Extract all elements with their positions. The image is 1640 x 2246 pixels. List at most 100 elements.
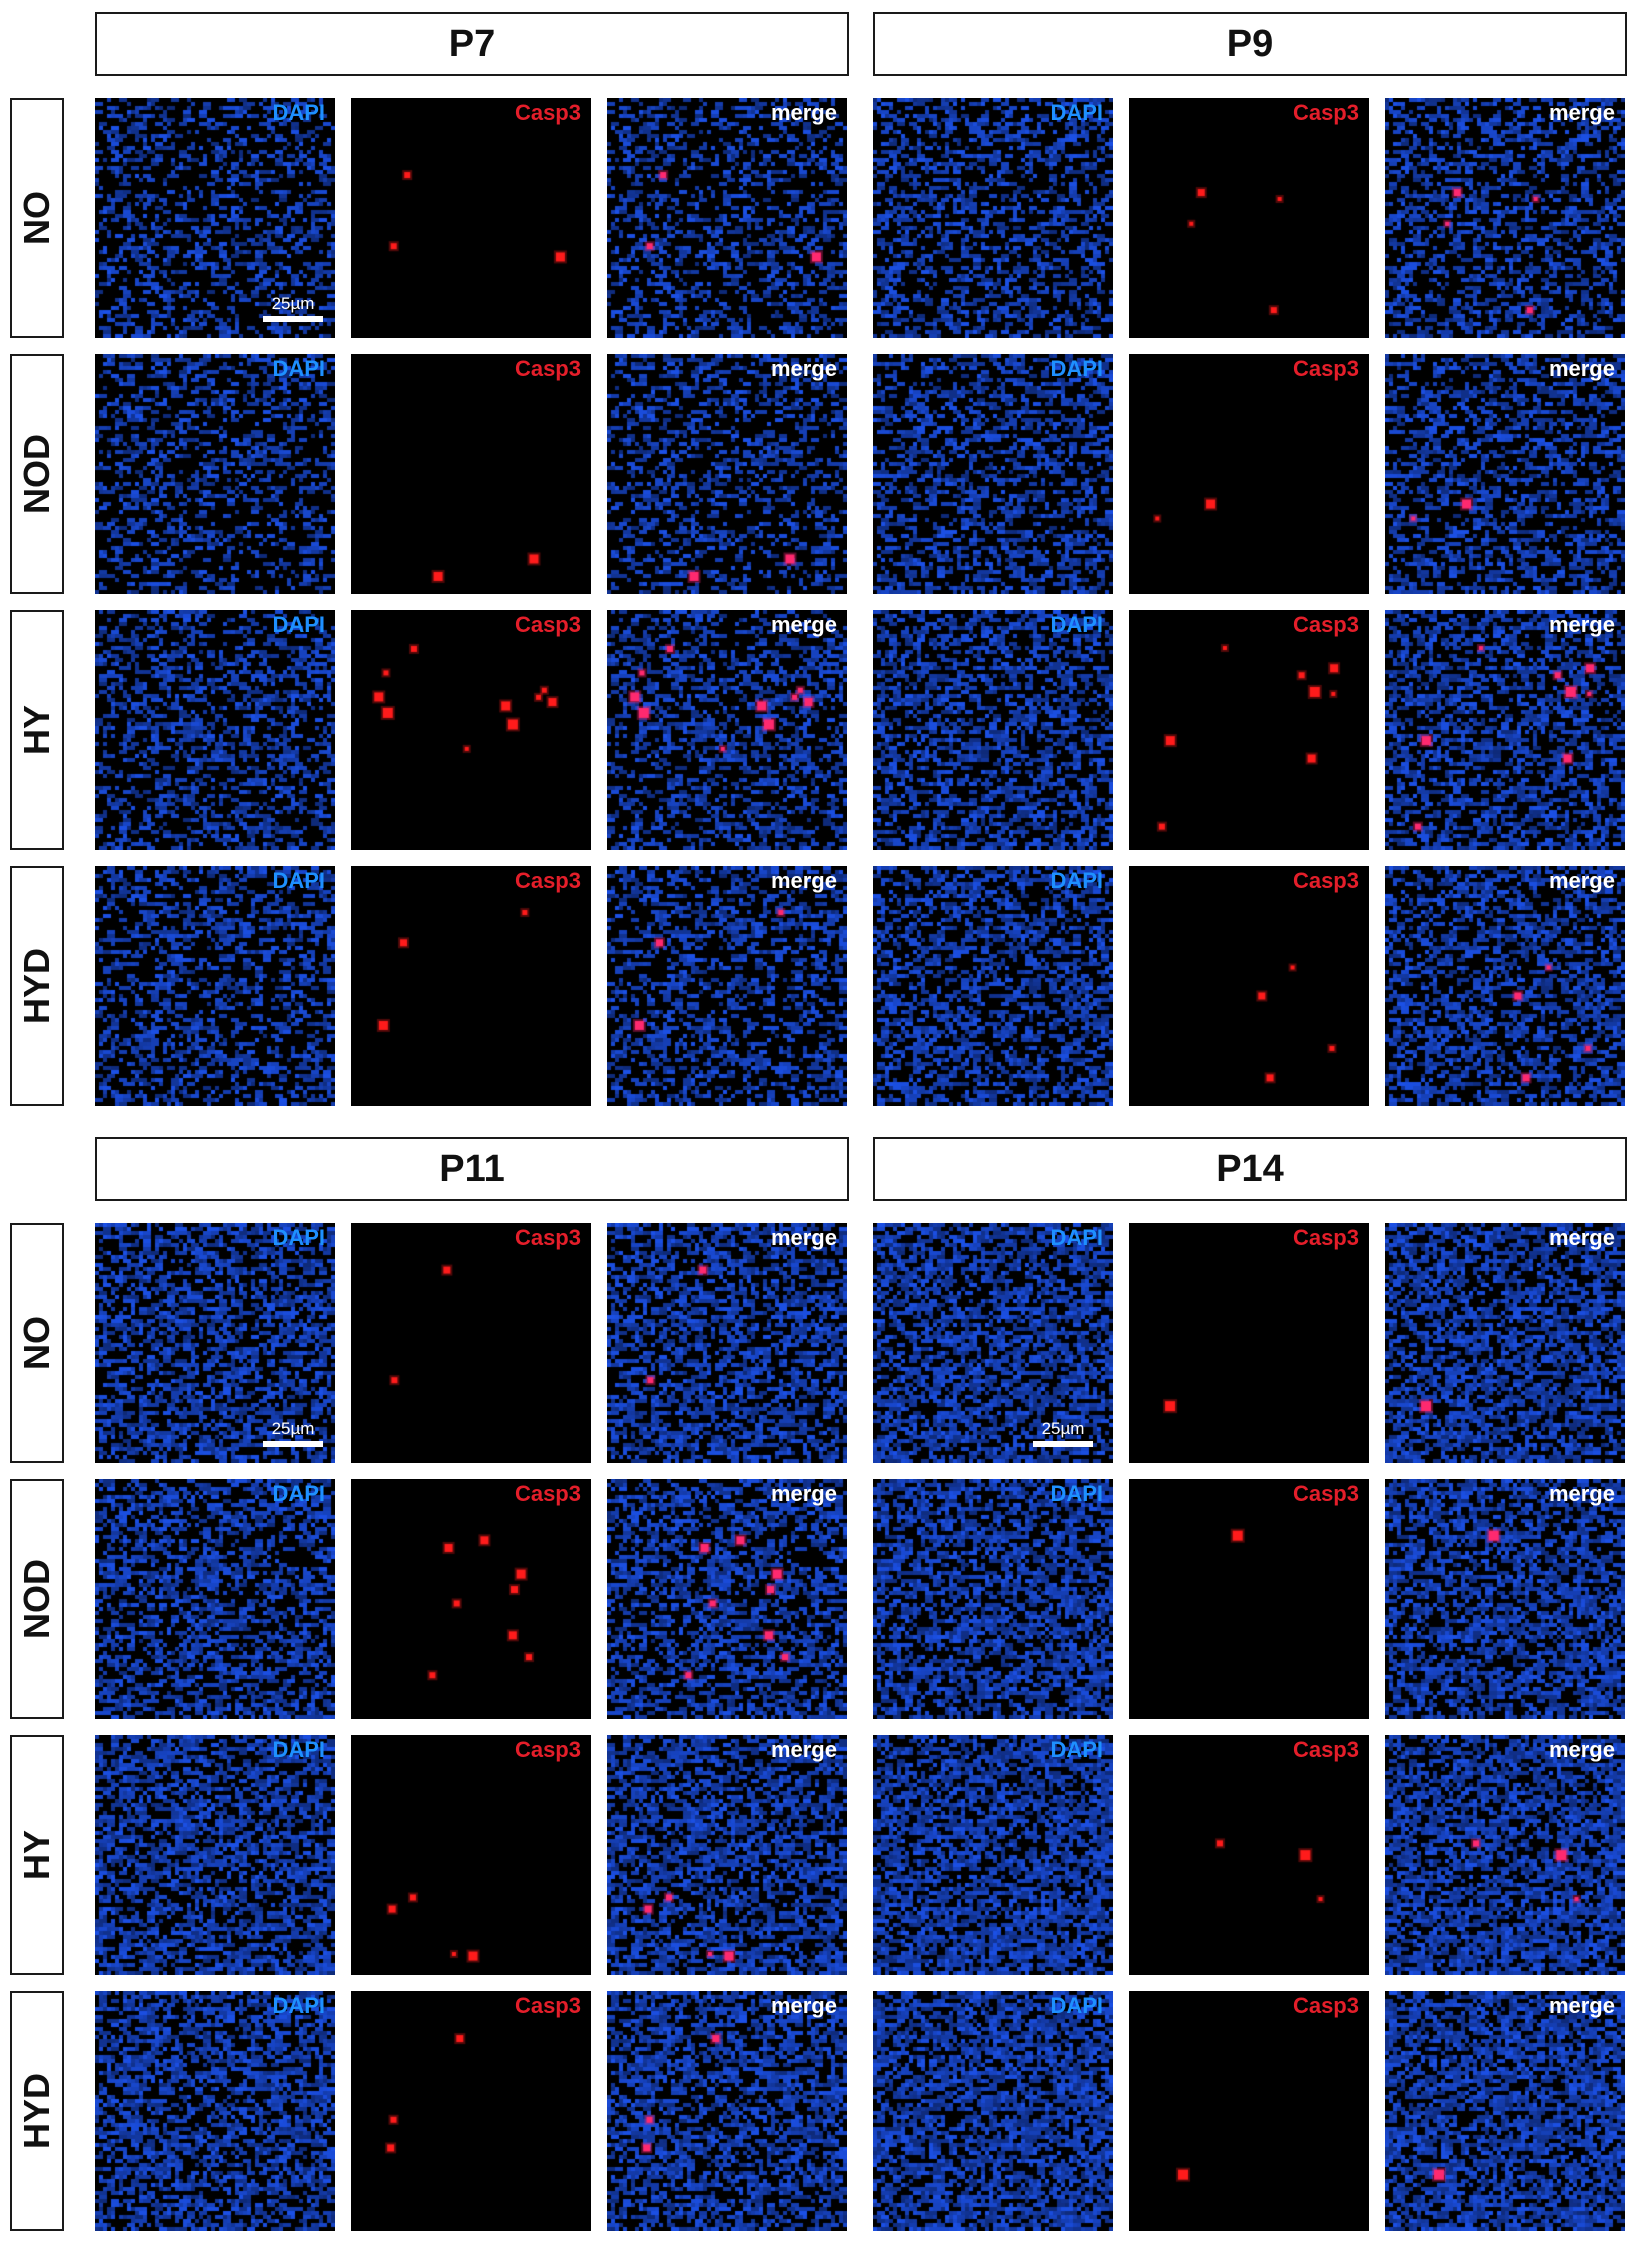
channel-label-casp3: Casp3 (1292, 100, 1359, 125)
micrograph-image (873, 1735, 1113, 1975)
condition-label-hy: HY (10, 610, 64, 850)
micrograph-p7-nod-casp3: Casp3 (351, 354, 591, 594)
micrograph-p14-hyd-merge: merge (1385, 1991, 1625, 2231)
micrograph-image (1385, 610, 1625, 850)
micrograph-p11-hyd-casp3: Casp3 (351, 1991, 591, 2231)
micrograph-p9-nod-casp3: Casp3 (1129, 354, 1369, 594)
micrograph-image (1385, 1479, 1625, 1719)
micrograph-image (1385, 98, 1625, 338)
channel-label-casp3: Casp3 (514, 356, 581, 381)
channel-label-dapi: DAPI (1050, 1481, 1103, 1506)
channel-label-merge: merge (1548, 1993, 1615, 2018)
micrograph-image (95, 98, 335, 338)
micrograph-p9-no-casp3: Casp3 (1129, 98, 1369, 338)
channel-label-casp3: Casp3 (514, 612, 581, 637)
micrograph-image (607, 354, 847, 594)
channel-label-dapi: DAPI (1050, 1737, 1103, 1762)
micrograph-p9-hyd-casp3: Casp3 (1129, 866, 1369, 1106)
micrograph-p9-no-dapi: DAPI (873, 98, 1113, 338)
condition-label-text: HY (16, 704, 57, 756)
scale-bar (263, 316, 323, 322)
micrograph-image (351, 354, 591, 594)
channel-label-dapi: DAPI (1050, 1993, 1103, 2018)
micrograph-image (873, 1223, 1113, 1463)
micrograph-image (607, 1991, 847, 2231)
channel-label-dapi: DAPI (272, 868, 325, 893)
micrograph-p11-no-casp3: Casp3 (351, 1223, 591, 1463)
micrograph-image (873, 354, 1113, 594)
micrograph-p9-hy-casp3: Casp3 (1129, 610, 1369, 850)
channel-label-casp3: Casp3 (1292, 1737, 1359, 1762)
channel-label-merge: merge (1548, 612, 1615, 637)
micrograph-image (1129, 98, 1369, 338)
condition-label-text: NOD (16, 1559, 57, 1639)
micrograph-image (1129, 610, 1369, 850)
time-point-header-p14: P14 (873, 1137, 1627, 1201)
micrograph-image (607, 1223, 847, 1463)
channel-label-dapi: DAPI (272, 1737, 325, 1762)
channel-label-dapi: DAPI (1050, 356, 1103, 381)
micrograph-p14-no-merge: merge (1385, 1223, 1625, 1463)
micrograph-p7-no-merge: merge (607, 98, 847, 338)
micrograph-p7-hyd-dapi: DAPI (95, 866, 335, 1106)
channel-label-merge: merge (770, 1481, 837, 1506)
micrograph-p7-nod-merge: merge (607, 354, 847, 594)
micrograph-p9-hyd-dapi: DAPI (873, 866, 1113, 1106)
channel-label-merge: merge (1548, 100, 1615, 125)
channel-label-casp3: Casp3 (1292, 1481, 1359, 1506)
condition-label-nod: NOD (10, 354, 64, 594)
micrograph-image (351, 98, 591, 338)
channel-label-dapi: DAPI (272, 1225, 325, 1250)
micrograph-p11-nod-dapi: DAPI (95, 1479, 335, 1719)
condition-label-text: HYD (16, 2072, 57, 2150)
condition-label-no: NO (10, 1223, 64, 1463)
scale-bar (1033, 1441, 1093, 1447)
micrograph-image (95, 1479, 335, 1719)
micrograph-p9-hy-dapi: DAPI (873, 610, 1113, 850)
condition-label-text: NOD (16, 434, 57, 514)
condition-label-hy: HY (10, 1735, 64, 1975)
micrograph-image (1385, 1223, 1625, 1463)
micrograph-image (95, 1735, 335, 1975)
channel-label-merge: merge (770, 100, 837, 125)
micrograph-p11-no-dapi: DAPI 25µm (95, 1223, 335, 1463)
condition-label-text: NO (16, 1316, 57, 1370)
micrograph-image (1129, 1223, 1369, 1463)
channel-label-casp3: Casp3 (1292, 612, 1359, 637)
channel-label-merge: merge (1548, 1225, 1615, 1250)
time-point-header-p9: P9 (873, 12, 1627, 76)
channel-label-merge: merge (770, 356, 837, 381)
micrograph-p14-nod-dapi: DAPI (873, 1479, 1113, 1719)
condition-label-no: NO (10, 98, 64, 338)
scale-bar-label: 25µm (271, 1419, 315, 1438)
micrograph-p14-hy-dapi: DAPI (873, 1735, 1113, 1975)
micrograph-image (1129, 1991, 1369, 2231)
channel-label-merge: merge (1548, 1481, 1615, 1506)
micrograph-p7-hy-casp3: Casp3 (351, 610, 591, 850)
micrograph-p14-hyd-dapi: DAPI (873, 1991, 1113, 2231)
micrograph-image (873, 1991, 1113, 2231)
channel-label-dapi: DAPI (272, 612, 325, 637)
micrograph-p11-hy-merge: merge (607, 1735, 847, 1975)
channel-label-dapi: DAPI (1050, 868, 1103, 893)
channel-label-casp3: Casp3 (514, 1993, 581, 2018)
channel-label-merge: merge (770, 1993, 837, 2018)
micrograph-p11-hyd-dapi: DAPI (95, 1991, 335, 2231)
channel-label-dapi: DAPI (1050, 1225, 1103, 1250)
channel-label-dapi: DAPI (272, 1481, 325, 1506)
micrograph-image (1385, 1735, 1625, 1975)
channel-label-dapi: DAPI (272, 100, 325, 125)
channel-label-dapi: DAPI (272, 356, 325, 381)
micrograph-image (351, 1735, 591, 1975)
micrograph-p14-nod-merge: merge (1385, 1479, 1625, 1719)
channel-label-merge: merge (1548, 1737, 1615, 1762)
channel-label-merge: merge (770, 1225, 837, 1250)
micrograph-image (607, 1479, 847, 1719)
micrograph-p7-no-dapi: DAPI 25µm (95, 98, 335, 338)
micrograph-p14-nod-casp3: Casp3 (1129, 1479, 1369, 1719)
channel-label-casp3: Casp3 (514, 1225, 581, 1250)
micrograph-p14-hy-merge: merge (1385, 1735, 1625, 1975)
condition-label-nod: NOD (10, 1479, 64, 1719)
micrograph-image (1129, 1479, 1369, 1719)
micrograph-image (1129, 354, 1369, 594)
